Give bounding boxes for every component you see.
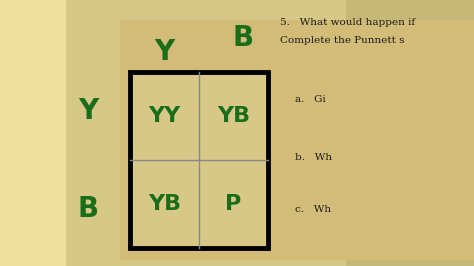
Bar xyxy=(66,0,346,266)
Text: b.   Wh: b. Wh xyxy=(295,153,332,163)
Text: Y: Y xyxy=(78,97,98,125)
Text: Y: Y xyxy=(155,38,174,66)
Text: 5.   What would happen if: 5. What would happen if xyxy=(280,18,415,27)
Text: YB: YB xyxy=(148,194,181,214)
Bar xyxy=(130,72,268,248)
Text: a.   Gi: a. Gi xyxy=(295,95,326,105)
Text: c.   Wh: c. Wh xyxy=(295,206,331,214)
Bar xyxy=(346,0,474,266)
Text: Complete the Punnett s: Complete the Punnett s xyxy=(280,36,404,45)
Text: YB: YB xyxy=(217,106,250,126)
Text: B: B xyxy=(233,24,254,52)
Text: YY: YY xyxy=(148,106,181,126)
Text: P: P xyxy=(225,194,242,214)
Bar xyxy=(0,0,66,266)
Bar xyxy=(120,20,474,260)
Text: B: B xyxy=(77,195,99,223)
